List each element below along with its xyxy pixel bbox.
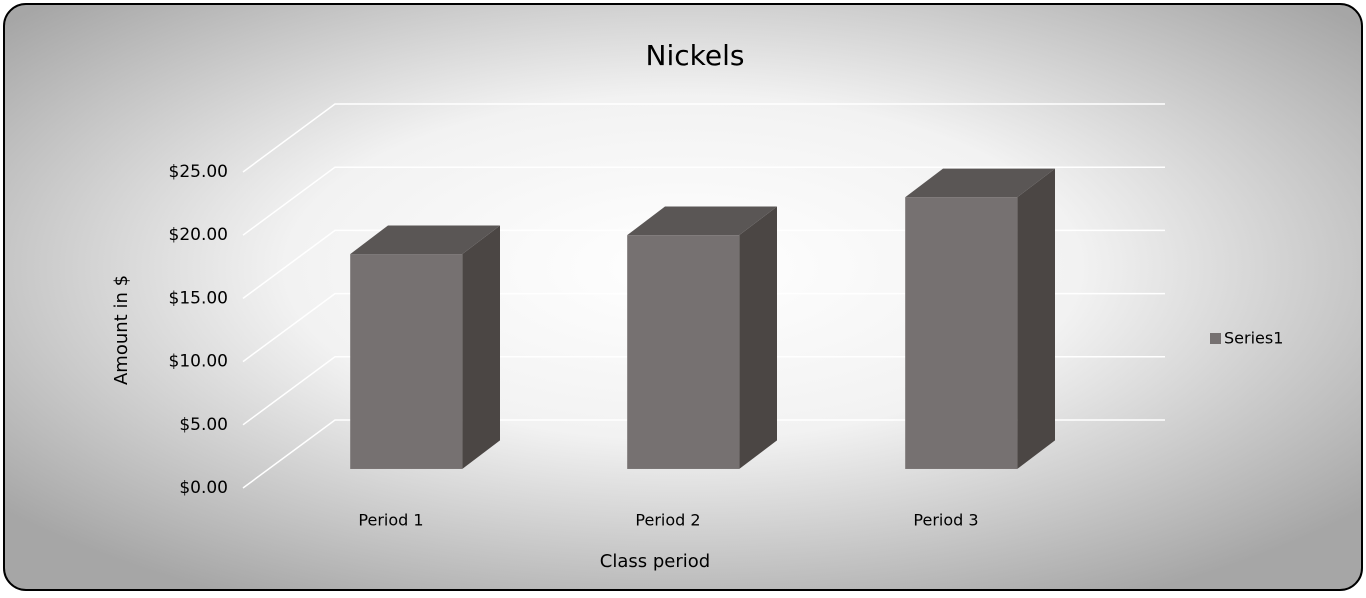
y-tick-label: $15.00 <box>169 288 228 308</box>
grid-line <box>242 419 1165 489</box>
y-tick-label: $0.00 <box>179 478 228 498</box>
bar-top <box>350 225 500 255</box>
legend-swatch <box>1210 333 1221 344</box>
y-tick-label: $5.00 <box>179 415 228 435</box>
chart-title: Nickels <box>646 39 745 72</box>
legend-label: Series1 <box>1224 329 1283 348</box>
x-tick-label: Period 3 <box>913 511 978 530</box>
y-tick-label: $20.00 <box>169 225 228 245</box>
grid-line <box>242 356 1165 426</box>
x-axis-label: Class period <box>600 551 710 572</box>
bar-top <box>905 168 1055 198</box>
grid-line <box>242 103 1165 173</box>
y-axis-label: Amount in $ <box>111 275 132 385</box>
y-tick-label: $25.00 <box>169 162 228 182</box>
bar-side <box>1017 168 1055 469</box>
x-tick-label: Period 2 <box>635 511 700 530</box>
bar-top <box>627 206 777 236</box>
bar <box>350 254 463 469</box>
bar-side <box>739 206 777 469</box>
bar <box>905 197 1018 469</box>
grid-line <box>242 292 1165 363</box>
bar-side <box>462 225 500 469</box>
x-tick-label: Period 1 <box>358 511 423 530</box>
bars <box>350 168 1055 469</box>
grid-line <box>242 166 1165 236</box>
legend: Series1 <box>1210 329 1283 348</box>
grid-line <box>242 229 1165 300</box>
y-tick-label: $10.00 <box>169 352 228 372</box>
grid <box>242 103 1165 489</box>
bar <box>627 235 740 469</box>
